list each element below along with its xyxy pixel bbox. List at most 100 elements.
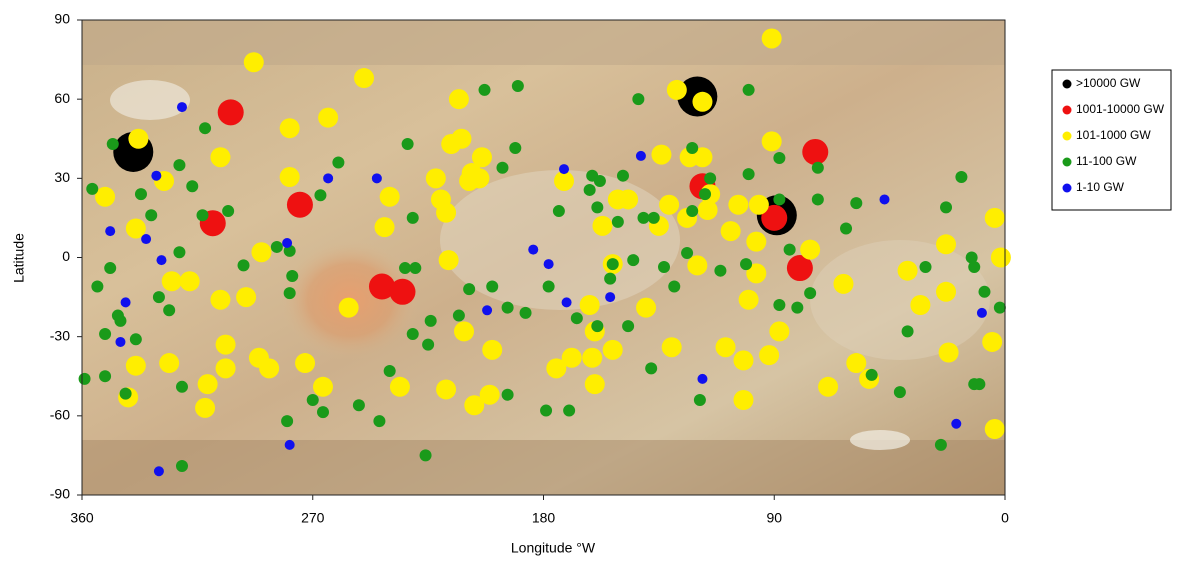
hotspot-point: [693, 394, 706, 406]
x-tick-label: 270: [301, 510, 325, 526]
hotspot-point: [114, 314, 127, 327]
hotspot-point: [846, 353, 867, 374]
hotspot-point: [282, 237, 293, 248]
y-tick-label: 0: [62, 248, 70, 264]
hotspot-point: [486, 280, 499, 293]
y-tick-label: -60: [50, 407, 70, 423]
hotspot-point: [222, 205, 235, 218]
hotspot-point: [542, 280, 555, 293]
hotspot-point: [134, 188, 147, 201]
hotspot-point: [936, 281, 957, 302]
hotspot-point: [459, 170, 480, 191]
hotspot-point: [86, 182, 99, 195]
hotspot-point: [636, 297, 657, 318]
hotspot-point: [919, 261, 932, 273]
hotspot-point: [471, 147, 492, 168]
hotspot-point: [436, 202, 457, 223]
hotspot-point: [259, 358, 280, 379]
hotspot-point: [733, 390, 754, 410]
hotspot-point: [938, 342, 959, 363]
hotspot-point: [128, 128, 149, 149]
hotspot-point: [463, 283, 476, 296]
legend-swatch: [1062, 131, 1072, 141]
hotspot-point: [161, 271, 182, 292]
hotspot-point: [602, 339, 623, 360]
hotspot-point: [389, 376, 410, 397]
hotspot-point: [951, 418, 962, 429]
hotspot-point: [773, 193, 786, 206]
hotspot-point: [993, 301, 1006, 314]
hotspot-point: [632, 93, 645, 106]
hotspot-point: [897, 260, 918, 281]
hotspot-point: [990, 247, 1011, 268]
hotspot-point: [422, 338, 435, 351]
hotspot-point: [374, 217, 395, 238]
hotspot-point: [368, 273, 395, 300]
y-tick-label: -30: [50, 327, 70, 343]
hotspot-point: [519, 306, 532, 319]
hotspot-point: [697, 373, 708, 384]
hotspot-point: [419, 449, 432, 462]
hotspot-point: [965, 251, 978, 264]
hotspot-point: [686, 205, 699, 218]
hotspot-point: [511, 79, 524, 92]
hotspot-point: [129, 333, 142, 346]
hotspot-point: [283, 287, 296, 300]
legend-label: 1001-10000 GW: [1076, 102, 1165, 116]
hotspot-point: [738, 289, 759, 310]
hotspot-point: [611, 215, 624, 228]
x-tick-label: 180: [532, 510, 556, 526]
hotspot-point: [692, 147, 713, 168]
hotspot-point: [425, 168, 446, 189]
legend-label: >10000 GW: [1076, 76, 1141, 90]
hotspot-point: [317, 406, 330, 419]
hotspot-point: [661, 337, 682, 358]
legend-swatch: [1062, 105, 1072, 115]
hotspot-point: [746, 231, 767, 252]
hotspot-point: [692, 91, 713, 112]
hotspot-point: [528, 244, 539, 255]
hotspot-point: [748, 194, 769, 215]
hotspot-point: [371, 173, 382, 184]
hotspot-point: [159, 353, 180, 374]
hotspot-point: [697, 200, 718, 220]
hotspot-point: [424, 314, 437, 327]
hotspot-point: [332, 156, 345, 169]
hotspot-point: [119, 387, 132, 400]
hotspot-point: [769, 321, 790, 342]
hotspot-point: [879, 194, 890, 205]
hotspot-point: [399, 262, 412, 275]
legend-box: [1051, 69, 1172, 211]
hotspot-point: [210, 289, 231, 310]
hotspot-point: [236, 287, 257, 308]
hotspot-point: [115, 336, 126, 347]
hotspot-point: [773, 299, 786, 311]
hotspot-point: [618, 189, 639, 210]
hotspot-point: [482, 339, 503, 360]
hotspot-point: [281, 415, 294, 428]
hotspot-point: [313, 376, 334, 397]
hotspot-point: [761, 204, 788, 231]
hotspot-point: [197, 374, 218, 395]
hotspot-point: [145, 209, 158, 222]
hotspot-point: [175, 459, 188, 472]
hotspot-point: [352, 399, 365, 412]
legend-swatch: [1062, 157, 1072, 167]
hotspot-point: [818, 376, 839, 397]
hotspot-point: [651, 144, 672, 165]
hotspot-point: [279, 167, 300, 188]
hotspot-point: [176, 102, 187, 113]
hotspot-point: [687, 255, 708, 276]
hotspot-point: [401, 138, 414, 151]
hotspot-point: [99, 370, 112, 383]
legend-swatch: [1062, 79, 1072, 89]
hotspot-point: [95, 186, 116, 207]
hotspot-point: [105, 226, 116, 237]
hotspot-point: [761, 28, 782, 49]
hotspot-point: [554, 170, 575, 191]
hotspot-point: [438, 250, 459, 271]
hotspot-point: [78, 372, 91, 385]
hotspot-point: [546, 358, 567, 379]
hotspot-point: [791, 301, 804, 314]
hotspot-point: [243, 52, 264, 73]
